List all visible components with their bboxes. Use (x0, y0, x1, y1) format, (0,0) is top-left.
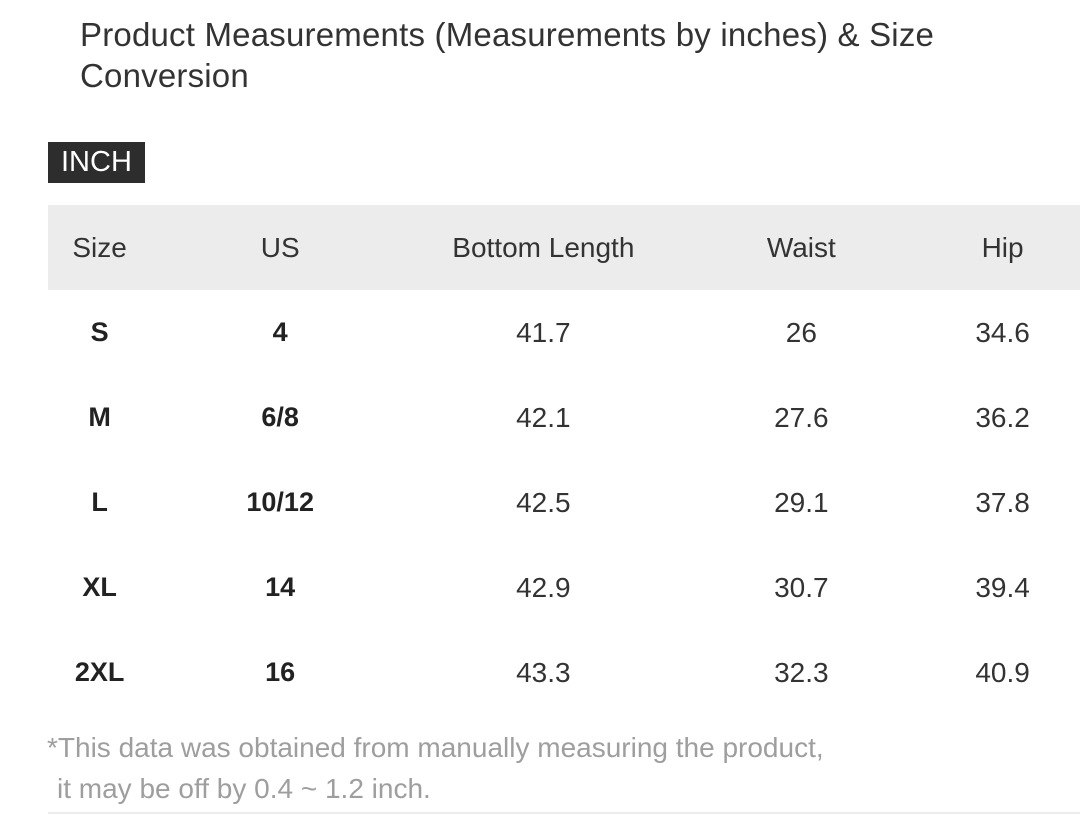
size-cell: 2XL (74, 657, 125, 687)
waist-cell: 32.3 (774, 656, 829, 688)
unit-badge-inch: INCH (48, 142, 145, 183)
us-size-cell: 10/12 (246, 487, 314, 517)
column-header-size: Size (72, 231, 127, 263)
table-header-row: Size US Bottom Length Waist Hip (48, 205, 1080, 290)
hip-cell: 39.4 (975, 571, 1030, 603)
waist-cell: 26 (785, 316, 817, 348)
us-size-cell: 16 (265, 657, 296, 687)
waist-cell: 27.6 (774, 401, 829, 433)
size-cell: L (91, 487, 108, 517)
bottom-length-cell: 42.9 (516, 571, 571, 603)
bottom-length-cell: 43.3 (516, 656, 571, 688)
size-cell: S (90, 317, 109, 347)
table-row-2xl: 2XL 16 43.3 32.3 40.9 (48, 630, 1080, 715)
column-header-us: US (260, 231, 300, 263)
disclaimer-line-1: *This data was obtained from manually me… (47, 732, 824, 763)
page-title: Product Measurements (Measurements by in… (80, 16, 935, 94)
us-size-cell: 14 (265, 572, 296, 602)
size-cell: M (88, 402, 111, 432)
table-row-xl: XL 14 42.9 30.7 39.4 (48, 545, 1080, 630)
table-row-m: M 6/8 42.1 27.6 36.2 (48, 375, 1080, 460)
waist-cell: 29.1 (774, 486, 829, 518)
hip-cell: 34.6 (975, 316, 1030, 348)
disclaimer-line-2: it may be off by 0.4 ~ 1.2 inch. (57, 773, 431, 804)
column-header-waist: Waist (766, 231, 836, 263)
us-size-cell: 4 (272, 317, 288, 347)
hip-cell: 40.9 (975, 656, 1030, 688)
column-header-bottom-length: Bottom Length (452, 231, 635, 263)
measurement-disclaimer: *This data was obtained from manually me… (47, 727, 1047, 809)
us-size-cell: 6/8 (261, 402, 299, 432)
section-divider (48, 812, 1080, 814)
size-table: Size US Bottom Length Waist Hip S 4 41.7… (48, 205, 1080, 715)
hip-cell: 37.8 (975, 486, 1030, 518)
table-row-s: S 4 41.7 26 34.6 (48, 290, 1080, 375)
table-row-l: L 10/12 42.5 29.1 37.8 (48, 460, 1080, 545)
size-cell: XL (82, 572, 117, 602)
waist-cell: 30.7 (774, 571, 829, 603)
bottom-length-cell: 41.7 (516, 316, 571, 348)
bottom-length-cell: 42.1 (516, 401, 571, 433)
bottom-length-cell: 42.5 (516, 486, 571, 518)
column-header-hip: Hip (981, 231, 1024, 263)
hip-cell: 36.2 (975, 401, 1030, 433)
